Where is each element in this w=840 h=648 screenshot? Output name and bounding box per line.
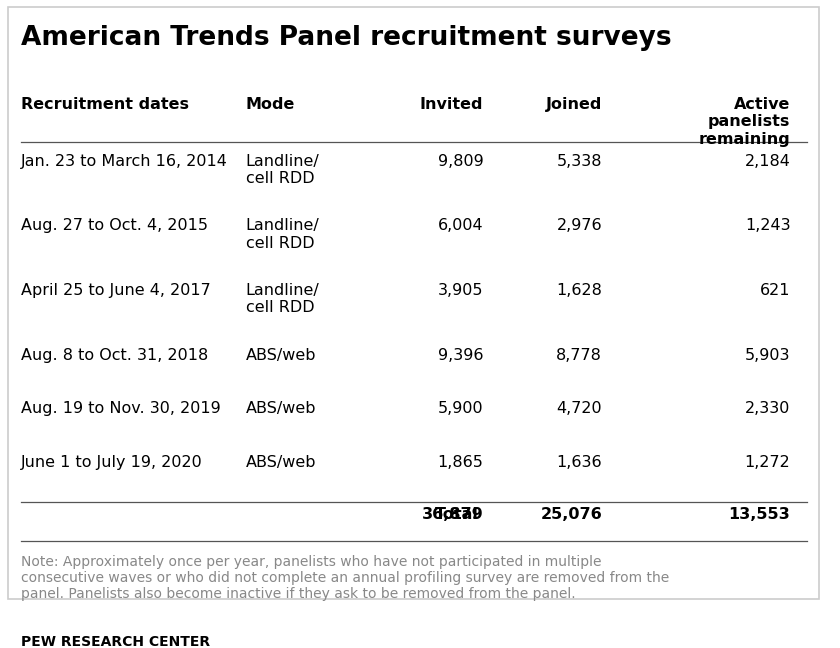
Text: Joined: Joined: [546, 97, 602, 112]
Text: Recruitment dates: Recruitment dates: [20, 97, 188, 112]
Text: 13,553: 13,553: [728, 507, 790, 522]
Text: Active
panelists
remaining: Active panelists remaining: [699, 97, 790, 146]
Text: 2,330: 2,330: [745, 401, 790, 417]
Text: Invited: Invited: [420, 97, 483, 112]
Text: Landline/
cell RDD: Landline/ cell RDD: [246, 154, 319, 186]
Text: ABS/web: ABS/web: [246, 347, 317, 362]
Text: 1,628: 1,628: [556, 283, 602, 298]
Text: Total: Total: [435, 507, 479, 522]
Text: Landline/
cell RDD: Landline/ cell RDD: [246, 218, 319, 251]
Text: 1,272: 1,272: [745, 456, 790, 470]
Text: 621: 621: [760, 283, 790, 298]
Text: 3,905: 3,905: [438, 283, 483, 298]
Text: 5,903: 5,903: [745, 347, 790, 362]
Text: Landline/
cell RDD: Landline/ cell RDD: [246, 283, 319, 316]
Text: 2,976: 2,976: [556, 218, 602, 233]
Text: PEW RESEARCH CENTER: PEW RESEARCH CENTER: [20, 635, 210, 648]
Text: 1,865: 1,865: [438, 456, 483, 470]
Text: 9,396: 9,396: [438, 347, 483, 362]
Text: Aug. 27 to Oct. 4, 2015: Aug. 27 to Oct. 4, 2015: [20, 218, 207, 233]
Text: June 1 to July 19, 2020: June 1 to July 19, 2020: [20, 456, 202, 470]
Text: 5,338: 5,338: [557, 154, 602, 168]
Text: ABS/web: ABS/web: [246, 456, 317, 470]
Text: American Trends Panel recruitment surveys: American Trends Panel recruitment survey…: [20, 25, 671, 51]
Text: 2,184: 2,184: [744, 154, 790, 168]
Text: April 25 to June 4, 2017: April 25 to June 4, 2017: [20, 283, 210, 298]
Text: 1,243: 1,243: [745, 218, 790, 233]
Text: Mode: Mode: [246, 97, 295, 112]
Text: 25,076: 25,076: [540, 507, 602, 522]
Text: 8,778: 8,778: [556, 347, 602, 362]
Text: 36,879: 36,879: [422, 507, 483, 522]
Text: 5,900: 5,900: [438, 401, 483, 417]
Text: ABS/web: ABS/web: [246, 401, 317, 417]
Text: Note: Approximately once per year, panelists who have not participated in multip: Note: Approximately once per year, panel…: [20, 555, 669, 601]
Text: 9,809: 9,809: [438, 154, 483, 168]
Text: Aug. 19 to Nov. 30, 2019: Aug. 19 to Nov. 30, 2019: [20, 401, 220, 417]
Text: Jan. 23 to March 16, 2014: Jan. 23 to March 16, 2014: [20, 154, 228, 168]
Text: 1,636: 1,636: [556, 456, 602, 470]
Text: 6,004: 6,004: [438, 218, 483, 233]
Text: 4,720: 4,720: [556, 401, 602, 417]
Text: Aug. 8 to Oct. 31, 2018: Aug. 8 to Oct. 31, 2018: [20, 347, 207, 362]
